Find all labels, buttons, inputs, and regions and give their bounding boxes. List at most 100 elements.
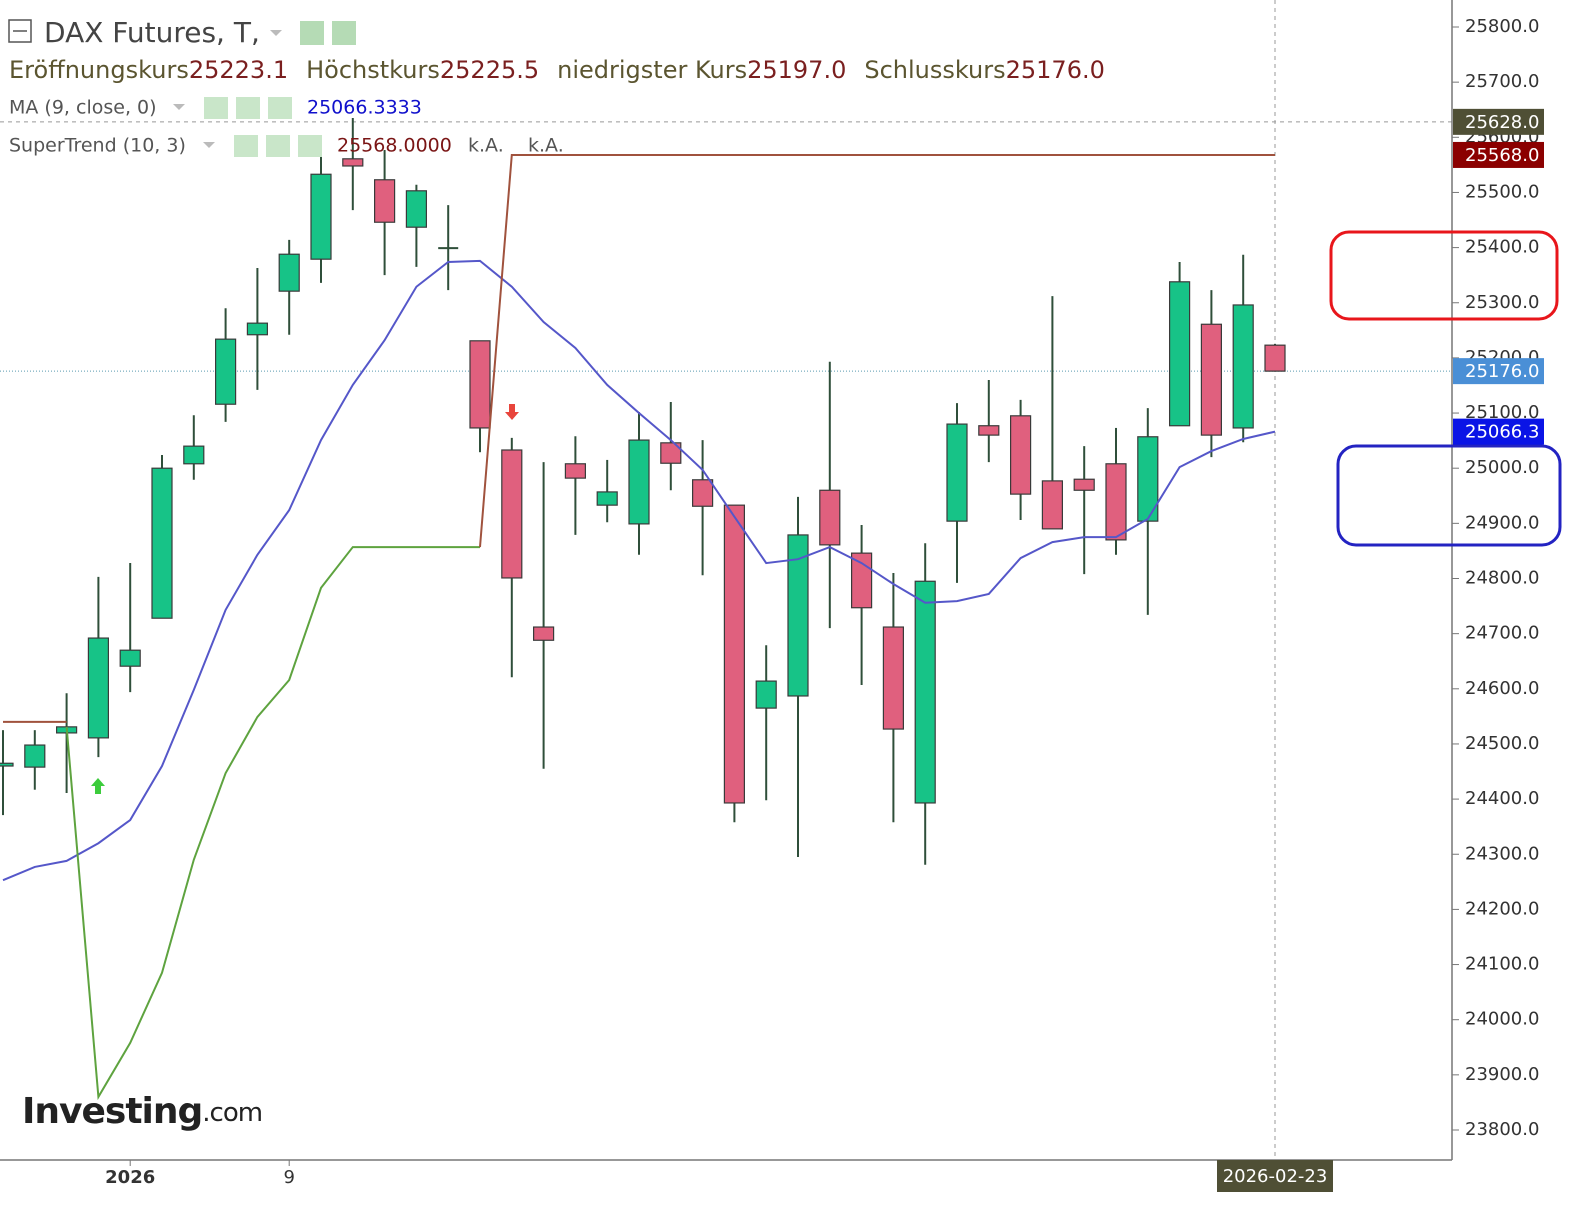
ohlc-value: 25225.5 xyxy=(440,56,539,84)
candle-body xyxy=(278,253,300,292)
candle-body xyxy=(119,649,141,667)
indicator-icon[interactable] xyxy=(204,97,228,119)
indicator-icon[interactable] xyxy=(266,135,290,157)
candle-body xyxy=(1200,323,1223,436)
candle-body xyxy=(24,744,46,768)
y-tick-label: 24900.0 xyxy=(1465,512,1539,533)
y-tick-label: 23900.0 xyxy=(1465,1064,1539,1085)
indicator-extra: k.A. xyxy=(468,135,504,157)
candle-body xyxy=(564,463,587,479)
candle-body xyxy=(87,637,110,739)
candle-body xyxy=(1009,415,1032,495)
buy-signal xyxy=(91,778,105,794)
ohlc-label: Höchstkurs xyxy=(306,56,440,84)
price-tag xyxy=(1453,358,1544,385)
indicator-icon[interactable] xyxy=(268,97,292,119)
dropdown-caret[interactable] xyxy=(173,104,185,110)
y-tick-label: 24700.0 xyxy=(1465,623,1539,644)
ohlc-label: Schlusskurs xyxy=(864,56,1005,84)
candle-body xyxy=(946,423,968,522)
y-tick-label: 25000.0 xyxy=(1465,457,1539,478)
candle-body xyxy=(1232,304,1254,429)
ohlc-value: 25223.1 xyxy=(189,56,288,84)
indicator-value: 25066.3333 xyxy=(307,97,422,119)
price-tag-label: 25066.3 xyxy=(1465,422,1539,443)
candle-body xyxy=(882,626,905,730)
x-tick-label: 2026-02-23 xyxy=(1223,1166,1328,1187)
y-tick-label: 25100.0 xyxy=(1465,402,1539,423)
x-crosshair-tag xyxy=(1217,1160,1333,1192)
candle-body xyxy=(246,322,268,336)
candle-body xyxy=(787,534,809,697)
candle-body xyxy=(405,190,427,228)
candle-body xyxy=(850,552,873,609)
price-tag xyxy=(1453,418,1544,445)
candle-body xyxy=(469,340,491,429)
price-tag xyxy=(1453,141,1544,168)
ohlc-value: 25176.0 xyxy=(1006,56,1105,84)
y-tick-label: 25400.0 xyxy=(1465,237,1539,258)
y-tick-label: 24300.0 xyxy=(1465,843,1539,864)
settings-icon[interactable] xyxy=(332,21,356,45)
indicator-icon[interactable] xyxy=(234,135,258,157)
candle-body xyxy=(628,439,650,525)
candle-body xyxy=(1168,281,1191,427)
x-tick-label: 2026 xyxy=(105,1167,155,1188)
candle-body xyxy=(374,179,396,223)
candle-body xyxy=(978,425,1000,436)
y-tick-label: 25500.0 xyxy=(1465,181,1539,202)
candle-body xyxy=(310,173,332,260)
candle-body xyxy=(1105,463,1127,541)
y-tick-label: 24600.0 xyxy=(1465,678,1539,699)
price-tag-label: 25176.0 xyxy=(1465,361,1539,382)
y-tick-label: 24000.0 xyxy=(1465,1009,1539,1030)
candle-body xyxy=(723,504,746,804)
candle-body xyxy=(342,158,364,167)
x-tick-label: 9 xyxy=(283,1167,294,1188)
annotation-box xyxy=(1329,230,1559,321)
ohlc-label: Eröffnungskurs xyxy=(9,56,189,84)
annotation-box xyxy=(1336,444,1562,547)
settings-icon[interactable] xyxy=(300,21,324,45)
candle-body xyxy=(215,338,237,405)
candle-body xyxy=(151,467,173,619)
ohlc-value: 25197.0 xyxy=(747,56,846,84)
y-tick-label: 24100.0 xyxy=(1465,954,1539,975)
indicator-value: 25568.0000 xyxy=(337,135,452,157)
candle-body xyxy=(660,442,682,464)
price-tag-label: 25628.0 xyxy=(1465,112,1539,133)
logo: Investing.com xyxy=(22,1091,262,1132)
y-tick-label: 24800.0 xyxy=(1465,568,1539,589)
candle-body xyxy=(914,580,936,804)
logo-suffix: .com xyxy=(202,1098,262,1128)
candle-body xyxy=(532,626,555,641)
candle-body xyxy=(596,491,618,506)
candle-body xyxy=(691,479,714,507)
dropdown-caret[interactable] xyxy=(203,142,215,148)
candle-body xyxy=(183,445,205,465)
candle-body xyxy=(819,489,841,546)
candle-body xyxy=(1041,480,1064,530)
ohlc-label: niedrigster Kurs xyxy=(557,56,747,84)
supertrend-up xyxy=(65,546,480,1101)
indicator-icon[interactable] xyxy=(298,135,322,157)
indicator-name: MA (9, close, 0) xyxy=(9,97,157,119)
indicator-icon[interactable] xyxy=(236,97,260,119)
ma-line xyxy=(2,259,1276,882)
collapse-icon[interactable] xyxy=(8,19,32,43)
price-tag-label: 25568.0 xyxy=(1465,145,1539,166)
y-tick-label: 25300.0 xyxy=(1465,292,1539,313)
sell-signal xyxy=(505,404,519,420)
y-tick-label: 25700.0 xyxy=(1465,71,1539,92)
dropdown-caret[interactable] xyxy=(270,30,282,36)
chart-title: DAX Futures, T, xyxy=(44,16,260,49)
candle-body xyxy=(0,762,14,767)
indicator-extra: k.A. xyxy=(528,135,564,157)
y-tick-label: 24200.0 xyxy=(1465,898,1539,919)
candle-body xyxy=(501,449,523,579)
plot-area xyxy=(0,0,1452,1160)
y-tick-label: 23800.0 xyxy=(1465,1119,1539,1140)
y-tick-label: 25800.0 xyxy=(1465,16,1539,37)
